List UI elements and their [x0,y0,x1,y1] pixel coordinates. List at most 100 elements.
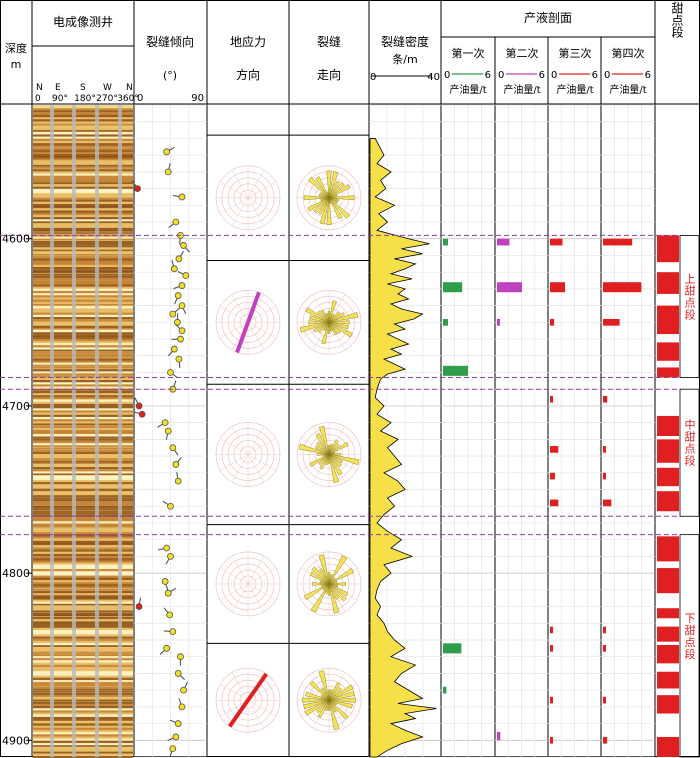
rose-petal [326,170,332,198]
rose-petal [317,322,330,334]
zone-bracket [679,388,700,517]
image-log-band [33,245,133,248]
image-log-band [33,260,133,264]
image-log-band [33,110,133,113]
image-log-band [33,471,133,475]
sweet-spot-bar [657,272,679,294]
density-track [369,138,437,758]
image-log-band [33,564,133,568]
image-log-band [33,230,133,232]
image-log-band [33,590,133,594]
image-log-band [33,614,133,617]
image-log-band [33,112,133,116]
image-log-band [33,456,133,459]
depth-header-line1: 深度 [5,41,27,55]
image-log-band [33,682,133,685]
rose-petal [309,680,330,701]
rose-petal [328,699,353,709]
image-log-band [33,586,133,589]
image-log-band [33,527,133,530]
rose-petal [328,583,349,597]
image-log-band [33,464,133,467]
stress-direction-bar [235,291,261,354]
image-log-band [33,562,133,565]
image-log-band [33,479,133,483]
rose-petal [327,322,331,334]
rose-petal [325,454,330,466]
image-log-band [33,221,133,224]
rose-petal [317,700,330,718]
sweet-spot-bar [657,467,679,487]
image-log-band [33,749,133,753]
rose-petal [328,577,336,585]
image-log-band [33,662,133,665]
image-log-band [33,208,133,211]
image-log-band [33,147,133,150]
dip-tadpole-head [164,589,172,597]
image-log-band [33,325,133,329]
image-log-band [33,538,133,542]
production-scale-max: 6 [539,70,545,81]
dip-tadpole-head [174,720,182,727]
zone-label: 上甜点段 [685,272,696,321]
image-log-band [33,545,133,547]
rose-petal [328,311,341,323]
rose-petal [325,312,330,323]
rose-petal [328,689,334,701]
rose-petal [328,567,355,585]
depth-tick-label: 4900 [2,734,30,747]
image-log-band [33,529,133,533]
rose-petal [307,176,330,198]
rose-petal [324,700,330,712]
image-log-band [33,573,133,576]
image-log-band [33,460,133,463]
depth-header-line2: m [11,58,22,71]
image-log-band [33,406,133,409]
image-log-band [33,408,133,411]
zone-bracket [679,234,700,378]
zone-boundaries [0,234,680,536]
rose-petal [303,195,330,201]
zone-label: 下甜点段 [685,612,696,661]
image-log-band [33,366,133,369]
sweet-spot-bar [657,439,679,463]
image-log-band [33,445,133,447]
rose-petal [313,197,330,214]
image-log-band [33,666,133,670]
density-scale-max: 40 [427,72,440,83]
image-log-band [33,273,133,276]
image-log-band [33,308,133,311]
image-log-band [33,686,133,689]
image-log-band [33,310,133,314]
image-log-band [33,582,133,585]
image-log-band [33,553,133,557]
rose-petal [328,697,356,703]
azimuth-degree: 270° [96,94,118,104]
dip-tadpole-head [164,168,172,176]
image-log-band [33,588,133,591]
image-log-band [33,290,133,294]
production-bar [497,731,501,741]
image-log-band [33,547,133,550]
image-log-band [33,295,133,298]
image-log-band [33,156,133,160]
image-log-band [33,236,133,239]
rose-petal [322,583,330,591]
rose-petal [326,191,330,198]
rose-petal [328,300,337,323]
rose-petal [328,454,360,466]
image-log-band [33,319,133,323]
image-log-band [33,734,133,738]
sweet-spot-bar [657,736,679,757]
image-log-band [33,332,133,335]
azimuth-letter: E [55,83,61,93]
image-log-band [33,625,133,629]
zone-label-text: 中甜点段 [685,419,696,468]
dip-tadpole-head [163,544,171,552]
image-log-band [33,616,133,620]
image-log-band [33,249,133,252]
rose-petal [318,454,330,465]
image-log-band [33,380,133,383]
rose-petal [319,454,330,470]
image-log-band [33,723,133,727]
